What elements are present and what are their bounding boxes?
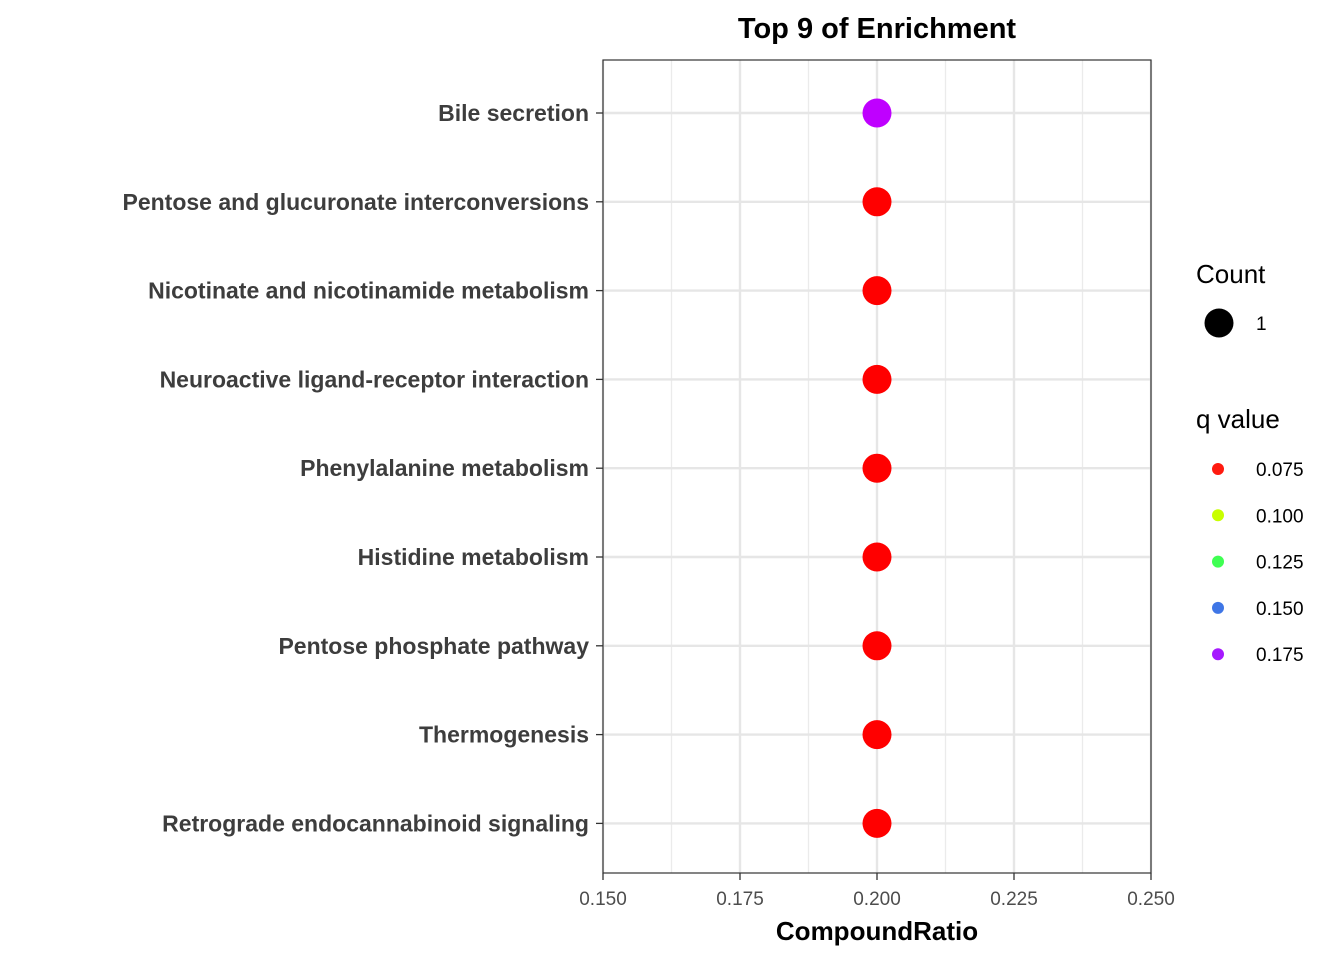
y-tick-label: Pentose and glucuronate interconversions: [123, 189, 590, 215]
legend-qvalue-title: q value: [1196, 404, 1280, 434]
legend-qvalue-label: 0.075: [1256, 460, 1304, 481]
legend-count-label: 1: [1256, 314, 1267, 335]
legend: Count 1 q value 0.075 0.100 0.125 0.150 0.175: [1196, 259, 1304, 666]
legend-qvalue-swatch: [1212, 648, 1224, 661]
legend-qvalue-label: 0.100: [1256, 506, 1304, 527]
x-tick-label: 0.250: [1127, 889, 1175, 910]
x-tick-label: 0.175: [716, 889, 764, 910]
y-axis: Bile secretion Pentose and glucuronate in…: [123, 100, 603, 836]
data-point: [862, 542, 892, 572]
legend-qvalue-swatch: [1212, 601, 1224, 614]
legend-count-swatch: [1204, 308, 1234, 338]
y-tick-label: Retrograde endocannabinoid signaling: [162, 810, 589, 836]
data-point: [862, 808, 892, 838]
y-tick-label: Pentose phosphate pathway: [278, 633, 589, 659]
x-tick-label: 0.225: [990, 889, 1038, 910]
data-point: [862, 276, 892, 306]
legend-qvalue-label: 0.125: [1256, 553, 1304, 574]
data-point: [862, 720, 892, 750]
data-point: [862, 631, 892, 661]
legend-qvalue-label: 0.150: [1256, 599, 1304, 620]
data-point: [862, 453, 892, 483]
x-axis-title: CompoundRatio: [776, 916, 978, 946]
data-point: [862, 187, 892, 217]
legend-qvalue-swatch: [1212, 463, 1224, 475]
legend-qvalue-swatch: [1212, 509, 1224, 522]
y-tick-label: Nicotinate and nicotinamide metabolism: [148, 278, 589, 304]
y-tick-label: Histidine metabolism: [358, 544, 589, 570]
x-axis: 0.150 0.175 0.200 0.225 0.250: [579, 873, 1175, 910]
data-points: [862, 98, 892, 838]
x-tick-label: 0.200: [853, 889, 901, 910]
data-point: [862, 98, 892, 128]
chart-title: Top 9 of Enrichment: [738, 13, 1017, 45]
legend-count-title: Count: [1196, 259, 1266, 289]
legend-qvalue-swatch: [1212, 555, 1224, 568]
y-tick-label: Thermogenesis: [419, 722, 589, 748]
y-tick-label: Bile secretion: [438, 100, 589, 126]
legend-qvalue-label: 0.175: [1256, 645, 1304, 666]
y-tick-label: Phenylalanine metabolism: [300, 455, 589, 481]
y-tick-label: Neuroactive ligand-receptor interaction: [160, 366, 589, 392]
x-tick-label: 0.150: [579, 889, 627, 910]
data-point: [862, 364, 892, 394]
